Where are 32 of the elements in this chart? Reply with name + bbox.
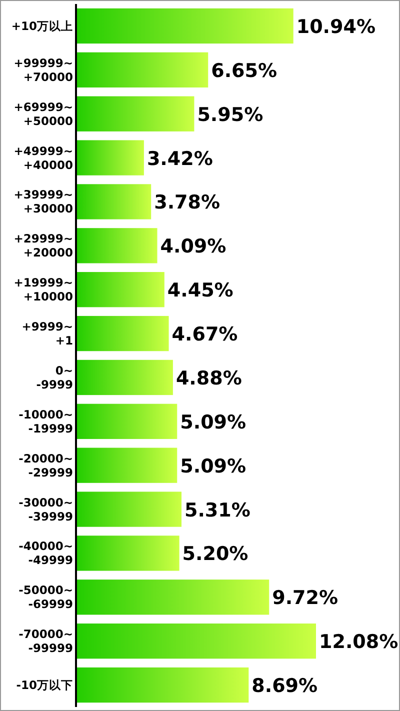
y-tick-label: 0~-9999 [36, 363, 73, 392]
y-tick-label: -20000~-29999 [18, 451, 73, 480]
y-tick-label: +69999~+50000 [14, 100, 73, 128]
data-label: 6.65% [211, 60, 278, 82]
data-label: 5.09% [180, 411, 246, 434]
y-tick-label: +29999~+20000 [14, 232, 73, 260]
data-label: 5.31% [184, 499, 250, 522]
data-label: 8.69% [252, 675, 318, 698]
y-tick-label: -10000~-19999 [18, 407, 73, 436]
data-label: 4.09% [160, 236, 226, 258]
data-label: 9.72% [272, 587, 338, 610]
data-label: 4.67% [172, 324, 238, 346]
y-tick-label: +99999~+70000 [14, 56, 73, 84]
data-label: 3.42% [146, 148, 213, 170]
data-label: 4.45% [167, 280, 234, 302]
data-label: 5.20% [182, 543, 248, 566]
data-label: 10.94% [296, 16, 376, 38]
data-label: 4.88% [176, 367, 242, 390]
y-tick-label: -50000~-69999 [18, 583, 73, 612]
data-label: 5.09% [180, 455, 246, 478]
y-tick-label: +10万以上 [11, 18, 73, 33]
y-tick-label: -30000~-39999 [18, 495, 73, 524]
y-tick-label: +39999~+30000 [14, 188, 73, 216]
data-label: 5.95% [197, 104, 264, 126]
y-tick-label: +19999~+10000 [14, 276, 73, 304]
data-label: 3.78% [154, 192, 220, 214]
y-tick-label: +9999~+1 [22, 320, 73, 348]
data-label: 12.08% [319, 631, 398, 654]
y-tick-label: -10万以下 [16, 678, 73, 692]
y-tick-label: -40000~-49999 [18, 539, 73, 568]
y-tick-label: -70000~-99999 [18, 627, 73, 656]
y-tick-label: +49999~+40000 [14, 144, 73, 172]
